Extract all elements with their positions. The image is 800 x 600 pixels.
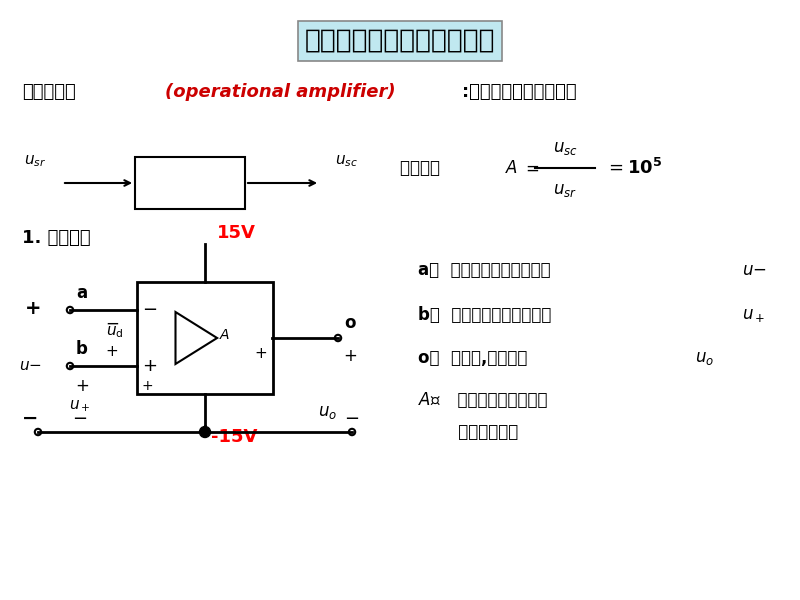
Text: $u_+$: $u_+$ <box>742 306 766 324</box>
Text: $u_{sc}$: $u_{sc}$ <box>553 139 578 157</box>
Text: $A$: $A$ <box>505 159 518 177</box>
Text: 开环电压放大倍数，: 开环电压放大倍数， <box>446 391 547 409</box>
Text: +: + <box>25 299 42 319</box>
Text: :是高放大倍数的放大器: :是高放大倍数的放大器 <box>462 83 577 101</box>
Text: $u_{sr}$: $u_{sr}$ <box>24 154 46 169</box>
Text: $u_\mathrm{d}$: $u_\mathrm{d}$ <box>106 324 124 340</box>
Text: $u_o$: $u_o$ <box>318 403 337 421</box>
Text: $u_o$: $u_o$ <box>695 349 714 367</box>
Text: 1. 电路符号: 1. 电路符号 <box>22 229 90 247</box>
Circle shape <box>199 427 210 437</box>
Text: $A$: $A$ <box>219 328 230 342</box>
Text: $A$：: $A$： <box>418 391 441 409</box>
Text: $u\mathrm{-}$: $u\mathrm{-}$ <box>18 358 42 373</box>
Text: a: a <box>77 284 87 302</box>
Text: $=$: $=$ <box>522 159 539 177</box>
Text: 放大倍数: 放大倍数 <box>400 159 446 177</box>
Text: o：  输出端,输出电压: o： 输出端,输出电压 <box>418 349 533 367</box>
Text: 运算放大器和它的外部特性: 运算放大器和它的外部特性 <box>305 28 495 54</box>
Text: 放大器: 放大器 <box>176 175 204 191</box>
Text: −: − <box>73 410 87 428</box>
Text: $u_{sr}$: $u_{sr}$ <box>553 181 577 199</box>
Text: +: + <box>142 379 154 393</box>
Text: −: − <box>22 409 38 427</box>
Text: -15V: -15V <box>211 428 258 446</box>
Text: $u_{sc}$: $u_{sc}$ <box>335 154 358 169</box>
Text: a：  反向输入端，输入电压: a： 反向输入端，输入电压 <box>418 261 556 279</box>
Text: −: − <box>142 301 157 319</box>
Text: −: − <box>345 410 359 428</box>
Text: −: − <box>105 315 119 333</box>
Text: 运算放大器: 运算放大器 <box>22 83 76 101</box>
Text: +: + <box>75 377 89 395</box>
Bar <box>138 282 273 394</box>
Text: 15V: 15V <box>217 224 256 242</box>
Text: 可达几百万倍: 可达几百万倍 <box>418 423 518 441</box>
Text: b: b <box>76 340 88 358</box>
Text: $u\mathrm{-}$: $u\mathrm{-}$ <box>742 261 766 279</box>
Bar <box>135 157 245 209</box>
Text: +: + <box>106 344 118 359</box>
Text: +: + <box>142 357 157 375</box>
Text: b：  同向输入端，输入电压: b： 同向输入端，输入电压 <box>418 306 557 324</box>
Text: o: o <box>344 314 356 332</box>
Text: $u_+$: $u_+$ <box>70 398 90 414</box>
Text: +: + <box>343 347 357 365</box>
Text: +: + <box>254 346 267 361</box>
Text: $= \mathbf{10^5}$: $= \mathbf{10^5}$ <box>605 158 662 178</box>
Text: (operational amplifier): (operational amplifier) <box>165 83 396 101</box>
